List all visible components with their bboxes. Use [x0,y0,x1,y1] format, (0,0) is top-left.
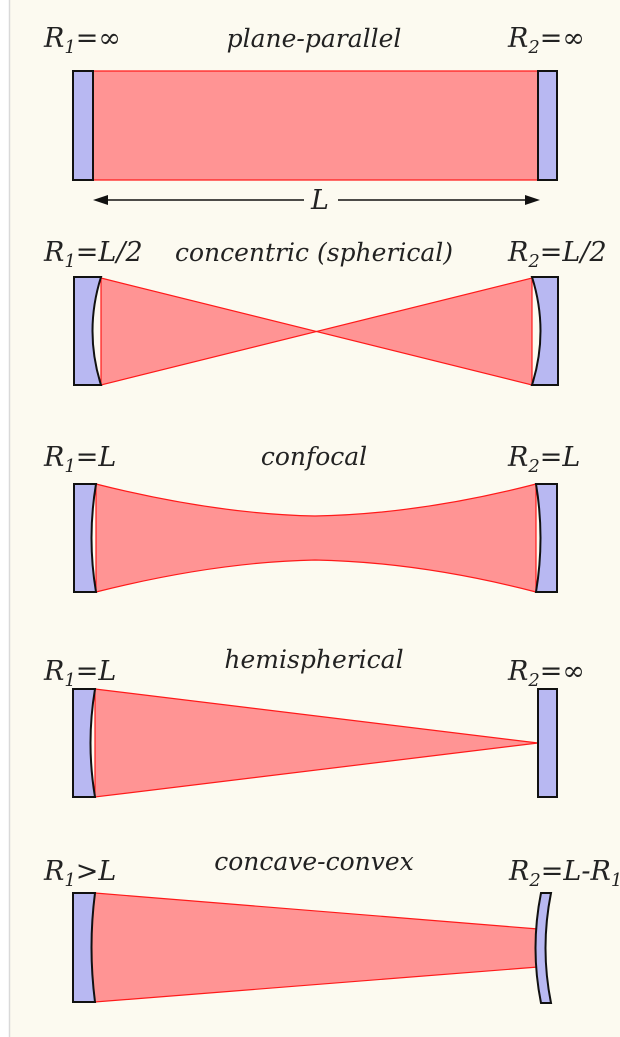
right-mirror-flat [537,70,558,181]
laser-beam [92,70,539,181]
cavity-title: concentric (spherical) [175,238,453,267]
right-mirror-radius-label: R2=L-R1 [508,856,620,891]
dimension-arrow-left [93,195,108,205]
cavity-title: hemispherical [224,645,403,674]
left-mirror-radius-label: R1=L [43,442,116,477]
left-mirror-radius-label: R1=L/2 [43,237,143,272]
left-mirror-concave [72,688,97,798]
laser-beam [94,688,539,798]
right-mirror-radius-label: R2=L/2 [507,237,607,272]
right-mirror-concave [534,483,558,593]
cavity-plane-parallel: plane-parallel R1=∞ R2=∞ L [43,23,585,216]
cavity-confocal: confocal R1=L R2=L [43,442,580,593]
right-mirror-radius-label: R2=∞ [507,656,585,691]
cavity-title: plane-parallel [227,24,402,53]
cavity-title: concave-convex [214,847,414,876]
left-mirror-radius-label: R1>L [43,856,116,891]
cavity-concentric: concentric (spherical) R1=L/2 R2=L/2 [43,237,607,386]
cavity-hemispherical: hemispherical R1=L R2=∞ [43,645,585,798]
left-border-rule [0,0,9,1037]
right-mirror-concave [530,276,559,386]
cavity-concave-convex: concave-convex R1>L R2=L-R1 [43,847,620,1004]
length-dimension: L [93,185,540,216]
cavity-title: confocal [261,442,367,471]
length-label: L [310,185,329,216]
right-mirror-convex [534,892,553,1004]
right-mirror-radius-label: R2=∞ [507,23,585,58]
right-mirror-radius-label: R2=L [507,442,580,477]
left-mirror-radius-label: R1=L [43,656,116,691]
left-mirror-concave [73,276,103,386]
left-mirror-concave [73,483,98,593]
right-mirror-flat [537,688,558,798]
left-mirror-flat [72,70,94,181]
left-mirror-concave [72,892,97,1003]
dimension-arrow-right [525,195,540,205]
left-mirror-radius-label: R1=∞ [43,23,121,58]
